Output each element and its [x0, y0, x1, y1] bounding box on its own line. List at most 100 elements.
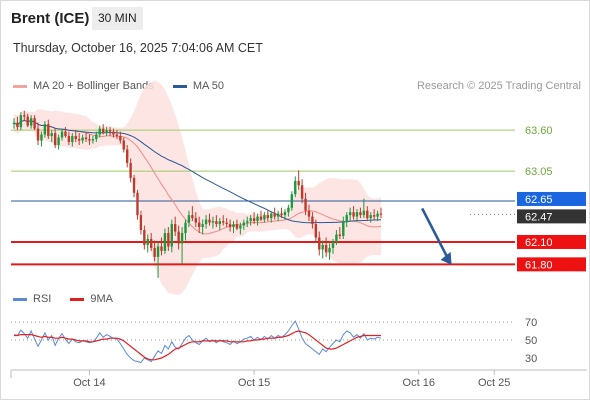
candle-body	[53, 133, 57, 146]
candle-body	[160, 246, 163, 251]
candle-body	[208, 219, 211, 223]
candle-body	[143, 230, 146, 245]
candle	[249, 215, 252, 226]
candle-body	[335, 234, 338, 242]
candle-body	[338, 234, 342, 237]
candle	[36, 122, 40, 146]
candle-body	[348, 212, 352, 216]
candle	[77, 133, 81, 146]
candle	[143, 225, 146, 250]
candle	[273, 207, 276, 220]
candle-body	[252, 218, 256, 222]
level-label: 62.65	[525, 194, 553, 206]
candle	[136, 189, 139, 220]
candle	[64, 127, 67, 138]
interval-selector[interactable]: 30 MIN	[92, 7, 143, 30]
candle	[335, 230, 338, 245]
candle	[129, 158, 132, 183]
candle	[88, 134, 91, 146]
legend-label: RSI	[33, 293, 52, 305]
candle-body	[242, 222, 246, 226]
candle	[156, 241, 160, 278]
level-label: 62.10	[525, 237, 553, 249]
candle	[67, 131, 71, 146]
candle-body	[345, 215, 348, 222]
candle	[225, 218, 228, 228]
candle-body	[163, 233, 167, 251]
candle	[53, 128, 57, 149]
candle-body	[266, 215, 270, 219]
candle-body	[115, 134, 119, 137]
candle	[246, 216, 249, 228]
candle-body	[43, 124, 47, 135]
candle-body	[64, 131, 67, 137]
candle-body	[225, 222, 228, 225]
candle-body	[88, 139, 91, 141]
candle-body	[81, 137, 84, 141]
candle	[47, 119, 50, 140]
candle-body	[47, 124, 50, 137]
candle-body	[119, 136, 122, 141]
candle-body	[218, 221, 221, 225]
candle-body	[362, 210, 366, 216]
candle	[342, 216, 345, 239]
candle-body	[369, 215, 372, 219]
candle-body	[23, 115, 26, 117]
candle	[355, 209, 359, 222]
rsi-legend: RSI 9MA	[13, 293, 129, 305]
candle	[294, 176, 297, 198]
candle	[177, 225, 180, 250]
candle	[174, 216, 177, 237]
candle-body	[376, 213, 379, 217]
x-axis-label: Oct 16	[403, 377, 435, 389]
candle-body	[108, 130, 112, 132]
candle	[348, 207, 352, 222]
candle	[119, 131, 122, 144]
candle	[187, 210, 191, 228]
candles-group	[12, 110, 383, 278]
level-label: 61.80	[525, 259, 553, 271]
candle-body	[122, 140, 125, 150]
legend-swatch	[70, 297, 85, 301]
candle	[153, 240, 156, 262]
candle	[311, 212, 314, 229]
candle	[132, 174, 136, 198]
bollinger-band	[14, 80, 382, 296]
candle	[180, 227, 184, 265]
candle-body	[33, 118, 36, 129]
candle-body	[355, 212, 359, 217]
candle	[287, 204, 290, 217]
candle-body	[283, 212, 287, 216]
candle-body	[311, 216, 314, 225]
candle	[297, 170, 300, 190]
candle	[57, 134, 60, 150]
candle	[290, 191, 294, 211]
instrument-title: Brent (ICE)	[11, 10, 90, 27]
legend-swatch	[172, 84, 187, 88]
candle	[256, 213, 259, 226]
level-label-bg	[517, 209, 586, 224]
candle	[84, 133, 88, 143]
candle-body	[177, 231, 180, 244]
candle	[91, 136, 95, 144]
candle	[259, 210, 263, 222]
candle-body	[276, 213, 280, 217]
candle	[95, 131, 98, 143]
candle	[194, 212, 197, 228]
candle	[167, 227, 170, 251]
candle-body	[84, 137, 88, 140]
candle-body	[146, 238, 149, 245]
candle-body	[150, 238, 153, 248]
candle-body	[91, 139, 95, 141]
candle-body	[71, 136, 74, 143]
legend-ma50: MA 50	[172, 80, 224, 92]
candle-body	[40, 134, 43, 141]
candle-body	[50, 133, 53, 137]
candle	[125, 145, 129, 168]
candle-body	[29, 118, 33, 126]
candle	[81, 134, 84, 144]
candle	[215, 215, 218, 228]
legend-9ma: 9MA	[70, 293, 113, 305]
candle	[362, 198, 366, 219]
